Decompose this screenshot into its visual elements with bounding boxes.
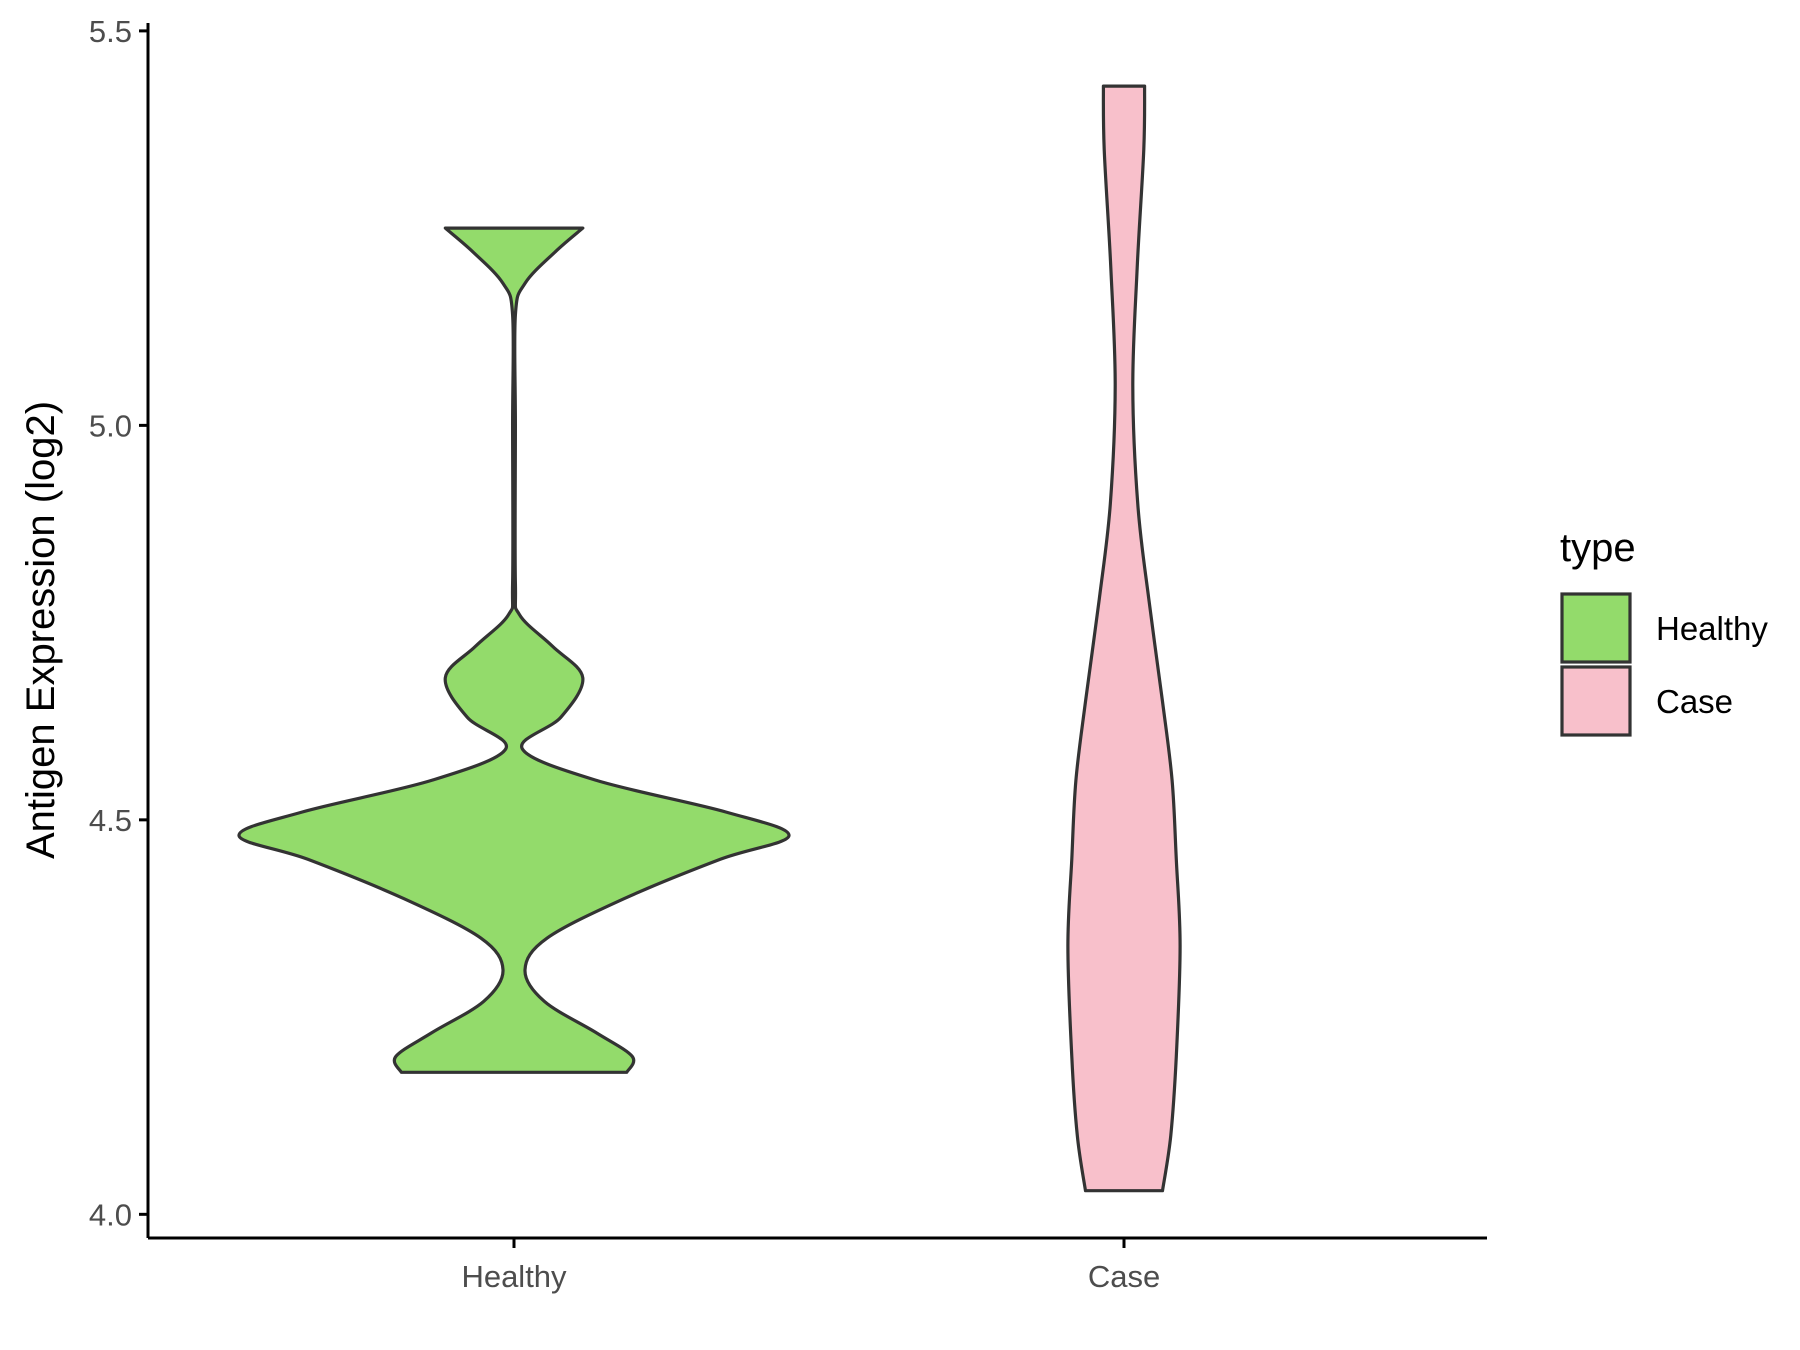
y-tick-label: 5.5	[89, 14, 132, 49]
y-tick-label: 5.0	[89, 408, 132, 443]
y-tick-label: 4.0	[89, 1197, 132, 1232]
legend-title: type	[1560, 526, 1636, 570]
plot-area	[237, 84, 1182, 1193]
x-axis-ticks: Healthy Case	[461, 1238, 1160, 1294]
legend-label-case: Case	[1656, 683, 1733, 720]
legend-label-healthy: Healthy	[1656, 610, 1768, 647]
axes	[146, 23, 1487, 1240]
x-tick-label: Healthy	[461, 1259, 567, 1294]
legend-entries: Healthy Case	[1560, 592, 1768, 737]
legend-swatch-case	[1560, 665, 1632, 737]
legend: type Healthy Case	[1560, 526, 1768, 737]
violin-healthy	[237, 226, 791, 1074]
y-axis-ticks: 4.0 4.5 5.0 5.5	[89, 14, 148, 1232]
violin-case	[1066, 84, 1182, 1193]
y-tick-label: 4.5	[89, 803, 132, 838]
x-tick-label: Case	[1088, 1259, 1160, 1294]
legend-swatch-healthy	[1560, 592, 1632, 664]
y-axis-title: Antigen Expression (log2)	[19, 401, 63, 859]
